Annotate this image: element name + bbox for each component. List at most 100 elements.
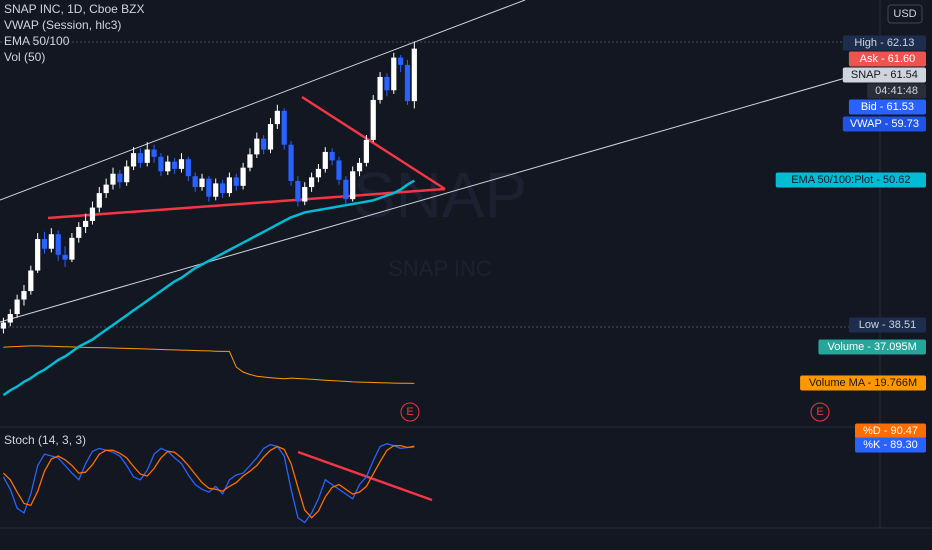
candle-body bbox=[192, 176, 198, 188]
volume bbox=[3, 345, 415, 384]
price-badge-label: Volume - 37.095M bbox=[828, 341, 917, 353]
candle-body bbox=[21, 291, 27, 300]
candle-body bbox=[398, 57, 404, 65]
price-badge bbox=[842, 116, 926, 132]
volume-ma-line bbox=[3, 345, 415, 384]
price-badge-label: %D - 90.47 bbox=[863, 425, 918, 437]
candle-body bbox=[96, 193, 102, 208]
candle-body bbox=[370, 99, 376, 140]
candle-body bbox=[69, 237, 75, 260]
candle-body bbox=[308, 177, 315, 188]
price-badge bbox=[818, 339, 926, 355]
candle-body bbox=[281, 110, 287, 145]
candle-body bbox=[48, 234, 54, 249]
trend-lines bbox=[0, 0, 881, 502]
triangle-top bbox=[301, 95, 446, 191]
price-badge-label: %K - 89.30 bbox=[863, 439, 917, 451]
event-marker bbox=[810, 402, 830, 422]
candle-body bbox=[199, 178, 205, 188]
candle-body bbox=[350, 171, 356, 200]
candle-body bbox=[103, 184, 109, 194]
candle-body bbox=[130, 153, 137, 167]
candle-body bbox=[35, 239, 41, 271]
candle-body bbox=[240, 167, 246, 186]
candle-body bbox=[7, 314, 13, 323]
candle-body bbox=[302, 187, 308, 202]
indicator-label: EMA 50/100 bbox=[4, 34, 70, 48]
price-badge bbox=[848, 51, 926, 67]
candle-body bbox=[185, 159, 191, 177]
candle-body bbox=[247, 154, 253, 168]
candle-body bbox=[391, 57, 397, 91]
candle-body bbox=[89, 207, 96, 221]
price-badge bbox=[775, 172, 926, 188]
event-marker bbox=[400, 402, 420, 422]
candle-body bbox=[274, 110, 280, 125]
candle-body bbox=[137, 153, 143, 163]
event-label: E bbox=[816, 406, 823, 418]
price-badge bbox=[848, 99, 926, 115]
candle-body bbox=[377, 76, 383, 100]
price-badge-label: Volume MA - 19.766M bbox=[809, 377, 917, 389]
candle-body bbox=[62, 254, 68, 260]
candle-body bbox=[158, 156, 164, 172]
candle-body bbox=[76, 226, 82, 238]
candle-body bbox=[124, 166, 130, 183]
candle-body bbox=[14, 299, 20, 315]
candle-body bbox=[315, 168, 322, 178]
price-badge-label: 04:41:48 bbox=[875, 85, 918, 97]
candle-body bbox=[226, 177, 233, 194]
badges: High - 62.13 Ask - 61.60 SNAP - 61.54 Bid -… bbox=[775, 35, 926, 453]
candle-body bbox=[233, 177, 239, 186]
channel-upper bbox=[0, 0, 526, 201]
candle-body bbox=[144, 149, 150, 163]
candle-body bbox=[83, 220, 89, 227]
stoch-line bbox=[2, 444, 415, 519]
channel-lower bbox=[0, 67, 881, 323]
candle-body bbox=[384, 76, 390, 91]
candle-body bbox=[28, 270, 34, 292]
ema-line bbox=[2, 179, 415, 397]
candle-body bbox=[172, 161, 178, 169]
currency[interactable]: USD bbox=[893, 8, 916, 20]
price-badge-label: High - 62.13 bbox=[854, 37, 914, 49]
watermark-sub: SNAP INC bbox=[388, 256, 492, 281]
price-badge bbox=[842, 35, 926, 51]
price-badge bbox=[867, 83, 926, 99]
candle-body bbox=[267, 124, 274, 150]
price-badge-label: Ask - 61.60 bbox=[860, 53, 916, 65]
candle-body bbox=[295, 180, 301, 202]
candle-body bbox=[329, 151, 335, 161]
chart-title: SNAP INC, 1D, Cboe BZX bbox=[4, 2, 145, 16]
candle-body bbox=[404, 64, 411, 102]
stoch-line bbox=[2, 443, 415, 524]
candle-body bbox=[356, 162, 363, 172]
price-badge-label: Bid - 61.53 bbox=[861, 101, 914, 113]
candle-body bbox=[213, 183, 219, 197]
currency-button[interactable] bbox=[887, 4, 923, 24]
candle-body bbox=[343, 179, 349, 200]
candles bbox=[0, 41, 417, 334]
price-badge-label: SNAP - 61.54 bbox=[851, 69, 918, 81]
price-badge bbox=[848, 317, 926, 333]
stoch-title: Stoch (14, 3, 3) bbox=[4, 433, 86, 447]
price-badge-label: EMA 50/100:Plot - 50.62 bbox=[791, 174, 910, 186]
candle-body bbox=[41, 239, 48, 249]
candle-body bbox=[288, 144, 294, 181]
indicator-label: Vol (50) bbox=[4, 50, 45, 64]
price-badge bbox=[842, 67, 926, 83]
candle-body bbox=[261, 138, 267, 150]
indicator-label: VWAP (Session, hlc3) bbox=[4, 18, 121, 32]
candle-body bbox=[151, 149, 157, 157]
candle-body bbox=[411, 48, 417, 102]
candle-body bbox=[336, 160, 342, 180]
stoch-trend bbox=[297, 450, 433, 502]
candle-body bbox=[55, 234, 61, 255]
price-badge bbox=[855, 437, 926, 453]
price-badge-label: Low - 38.51 bbox=[859, 319, 916, 331]
price-badge bbox=[855, 423, 926, 439]
candle-body bbox=[110, 173, 116, 185]
